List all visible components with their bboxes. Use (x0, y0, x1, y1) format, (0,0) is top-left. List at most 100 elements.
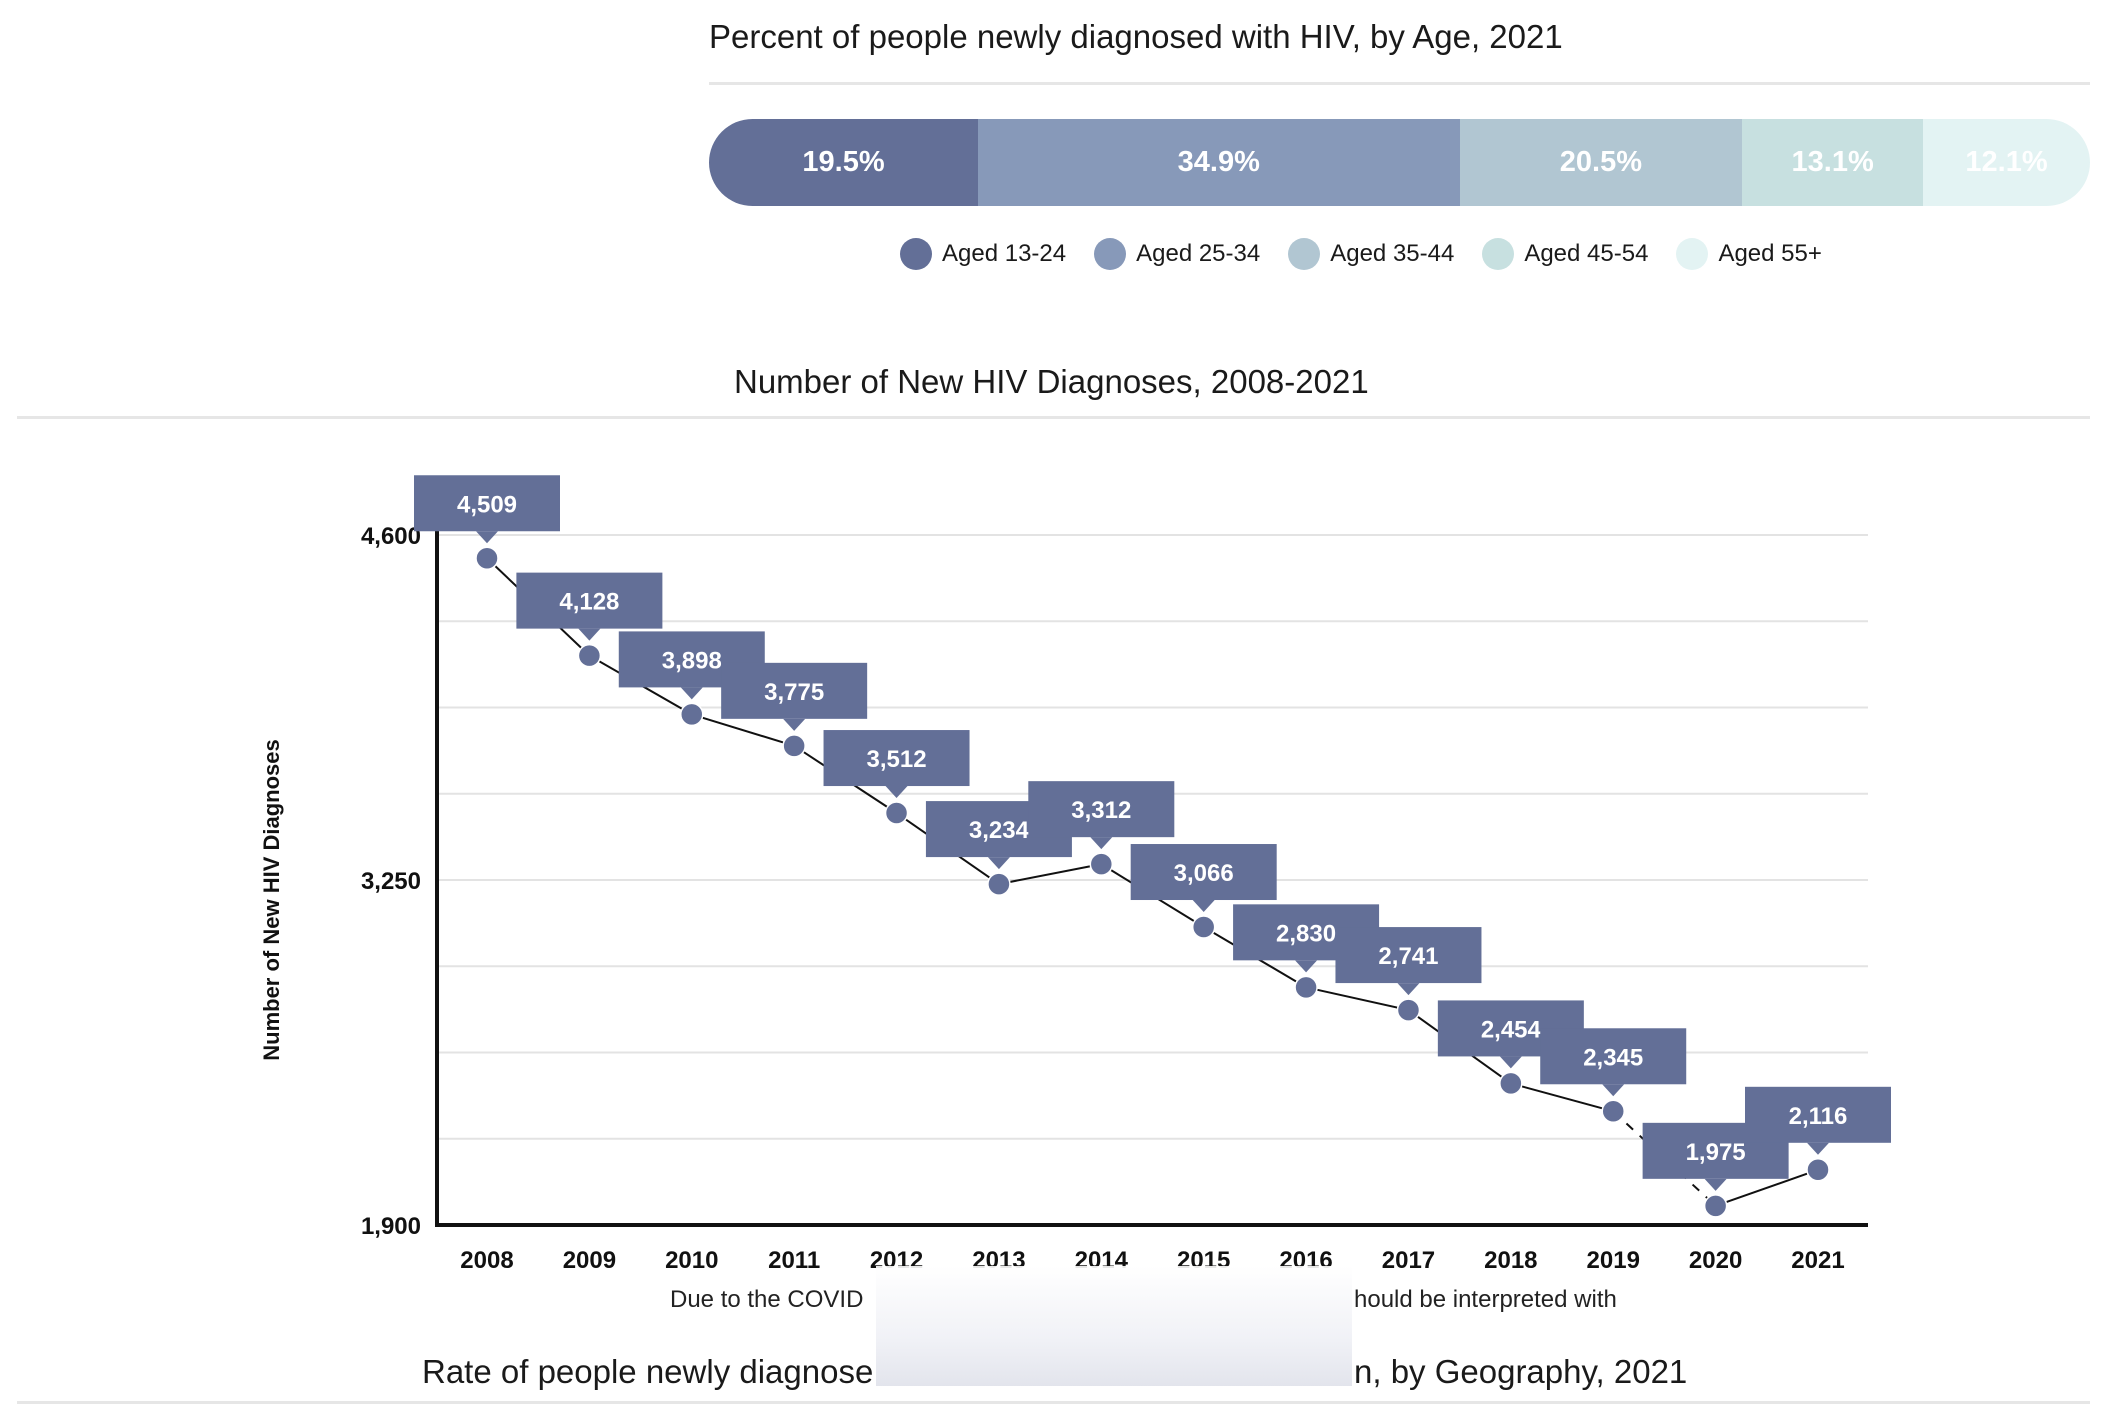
series-line-segment (1510, 1082, 1614, 1113)
data-label: 2,116 (1789, 1103, 1848, 1130)
data-label: 4,128 (559, 589, 619, 616)
x-tick-label: 2019 (1587, 1247, 1640, 1274)
data-point (1396, 998, 1421, 1022)
age-segment-1: 19.5% (709, 119, 979, 206)
data-point (1703, 1194, 1728, 1218)
age-segment-2: 34.9% (978, 119, 1460, 206)
data-point (1806, 1158, 1830, 1182)
data-label-box (414, 475, 560, 532)
legend-item: Aged 55+ (1676, 238, 1822, 270)
age-chart-divider (709, 82, 2090, 85)
x-tick-label: 2020 (1689, 1247, 1742, 1274)
data-label-pointer (1807, 1142, 1829, 1155)
age-segment-5: 12.1% (1923, 119, 2090, 206)
data-label-pointer (1192, 900, 1215, 913)
age-legend: Aged 13-24 Aged 25-34 Aged 35-44 Aged 45-54… (900, 238, 1822, 270)
footnote-left: Due to the COVID (670, 1286, 864, 1313)
data-point (1191, 915, 1216, 939)
series-line-segment (691, 713, 795, 747)
data-label-box (721, 662, 868, 719)
series-line-segment (1715, 1168, 1819, 1207)
legend-swatch (1288, 238, 1321, 270)
age-segment-3: 20.5% (1459, 119, 1743, 206)
data-label-box (1335, 927, 1482, 984)
data-label-box (516, 572, 663, 629)
data-label: 3,512 (867, 746, 927, 773)
x-tick-label: 2021 (1791, 1247, 1844, 1274)
legend-item: Aged 35-44 (1288, 238, 1454, 270)
age-chart-title: Percent of people newly diagnosed with H… (709, 18, 1563, 55)
legend-item: Aged 25-34 (1094, 238, 1260, 270)
y-axis-title: Number of New HIV Diagnoses (259, 739, 284, 1061)
series-line-segment (1305, 986, 1409, 1012)
data-point (680, 702, 704, 727)
y-tick-label: 1,900 (361, 1213, 421, 1240)
x-tick-label: 2011 (768, 1247, 820, 1274)
data-label-pointer (1397, 983, 1420, 996)
data-label-pointer (1602, 1084, 1625, 1097)
data-label: 4,509 (457, 491, 517, 518)
data-label-pointer (476, 531, 498, 544)
data-label-pointer (987, 857, 1010, 870)
data-label-box (823, 730, 970, 787)
data-label-pointer (578, 628, 601, 641)
data-point (1089, 852, 1114, 876)
data-point (577, 643, 602, 668)
x-tick-label: 2017 (1382, 1247, 1435, 1274)
footnote-right: hould be interpreted with (1354, 1286, 1617, 1313)
data-label: 2,830 (1276, 920, 1336, 947)
next-chart-title-left: Rate of people newly diagnose (422, 1353, 874, 1390)
legend-label: Aged 25-34 (1136, 240, 1261, 267)
data-label: 3,234 (969, 817, 1030, 844)
legend-item: Aged 13-24 (900, 238, 1066, 270)
data-label-pointer (885, 786, 908, 799)
x-tick-label: 2008 (460, 1247, 513, 1274)
legend-label: Aged 13-24 (942, 240, 1067, 267)
data-label: 2,454 (1481, 1016, 1542, 1043)
next-chart-title-right: n, by Geography, 2021 (1354, 1353, 1688, 1390)
line-chart-title: Number of New HIV Diagnoses, 2008-2021 (734, 363, 1369, 400)
legend-swatch (1676, 238, 1709, 270)
data-label-pointer (1295, 960, 1318, 973)
data-label: 3,066 (1174, 860, 1234, 887)
data-point (987, 872, 1011, 896)
data-label-box (1540, 1028, 1687, 1085)
data-label: 2,741 (1378, 943, 1438, 970)
data-label-pointer (1704, 1178, 1727, 1191)
x-tick-label: 2018 (1484, 1247, 1537, 1274)
data-label-box (1130, 844, 1277, 901)
age-stacked-bar: 19.5% 34.9% 20.5% 13.1% 12.1% (709, 119, 2090, 206)
data-point (475, 546, 499, 571)
data-point (1294, 975, 1318, 1000)
data-point (1601, 1099, 1625, 1124)
age-segment-4: 13.1% (1742, 119, 1924, 206)
data-label: 2,345 (1583, 1044, 1643, 1071)
series-line-segment (1612, 1110, 1717, 1207)
legend-label: Aged 55+ (1718, 240, 1822, 267)
y-tick-label: 3,250 (361, 868, 421, 895)
legend-swatch (900, 238, 932, 270)
loading-overlay (876, 1266, 1352, 1386)
data-point (1499, 1071, 1523, 1096)
legend-swatch (1094, 238, 1127, 270)
data-label-pointer (1090, 837, 1113, 850)
legend-label: Aged 35-44 (1330, 240, 1455, 267)
data-label: 3,312 (1071, 797, 1131, 824)
x-tick-label: 2009 (563, 1247, 616, 1274)
legend-swatch (1482, 238, 1515, 270)
data-label-pointer (1499, 1056, 1522, 1069)
line-chart-divider (17, 416, 2090, 419)
data-label: 3,898 (662, 647, 722, 674)
y-tick-label: 4,600 (361, 523, 421, 550)
legend-label: Aged 45-54 (1524, 240, 1649, 267)
data-label-pointer (680, 687, 703, 700)
data-point (782, 734, 806, 758)
data-label-pointer (783, 718, 806, 731)
legend-item: Aged 45-54 (1482, 238, 1648, 270)
data-point (884, 801, 909, 825)
data-label-box (1745, 1086, 1891, 1143)
series-line-segment (998, 863, 1102, 886)
data-label-box (1028, 781, 1175, 838)
x-tick-label: 2010 (665, 1247, 718, 1274)
